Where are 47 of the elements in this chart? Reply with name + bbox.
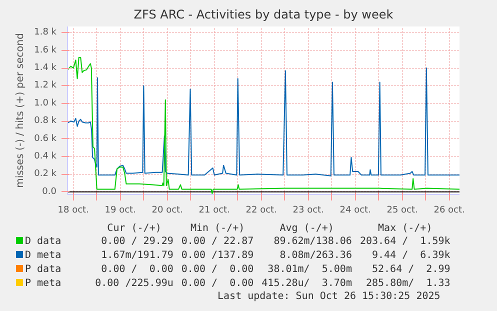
y-tick-label: 0.8 k <box>34 116 58 126</box>
text: 415.28u/ 3.70m <box>260 277 353 291</box>
text: 1.67m/191.79 <box>100 249 174 263</box>
x-tick-label: 24 oct. <box>340 206 371 216</box>
text: 203.64 / 1.59k <box>358 235 452 249</box>
legend-label: D data <box>24 235 62 249</box>
text: Max (-/+) <box>377 223 434 235</box>
y-tick-label: 0.6 k <box>34 134 58 144</box>
text: 38.01m/ 5.00m <box>266 263 353 277</box>
text: Avg (-/+) <box>278 223 335 235</box>
chart-title: ZFS ARC - Activities by data type - by week <box>134 8 394 22</box>
y-tick-label: 0.2 k <box>34 169 58 180</box>
x-tick-label: 19 oct. <box>104 206 136 216</box>
x-tick-label: 20 oct. <box>152 206 183 216</box>
y-tick-label: 0.4 k <box>34 151 58 162</box>
x-tick-label: 25 oct. <box>386 206 418 216</box>
x-tick-label: 26 oct. <box>434 206 465 216</box>
text: 52.64 / 2.99 <box>371 263 452 277</box>
text: 0.00 / 22.87 <box>180 235 255 249</box>
y-tick-label: 1.8 k <box>34 28 58 38</box>
text: Last update: Sun Oct 26 15:30:25 2025 <box>216 291 442 303</box>
text: 0.00 / 29.29 <box>100 235 174 249</box>
text: 9.44 / 6.39k <box>371 249 452 263</box>
y-tick-label: 1.2 k <box>34 80 58 91</box>
text: 89.62m/138.06 <box>272 235 353 249</box>
text: Min (-/+) <box>189 223 246 235</box>
legend-label: P meta <box>24 277 62 291</box>
text: Cur (-/+) <box>106 223 162 235</box>
text: 0.00 /137.89 <box>180 249 255 263</box>
y-tick-label: 1.4 k <box>34 63 58 74</box>
y-tick-label: 1.6 k <box>34 45 58 56</box>
y-axis-title: misses (-) / hits (+) per second <box>15 33 26 188</box>
text: 8.08m/263.36 <box>278 249 353 263</box>
text: 0.00 / 0.00 <box>180 263 255 277</box>
y-tick-label: 1.0 k <box>34 98 58 108</box>
text: 0.00 / 0.00 <box>180 277 255 291</box>
x-tick-label: 23 oct. <box>292 206 324 216</box>
text: 0.00 /225.99u <box>94 277 174 291</box>
x-tick-label: 22 oct. <box>246 206 277 216</box>
x-tick-label: 21 oct. <box>198 206 230 216</box>
x-tick-label: 18 oct. <box>58 206 89 216</box>
y-tick-label: 0.0 <box>42 186 57 197</box>
legend-label: P data <box>24 263 62 277</box>
text: 0.00 / 0.00 <box>100 263 174 277</box>
line-series <box>68 68 460 176</box>
legend-label: D meta <box>24 249 62 263</box>
text: 285.80m/ 1.33 <box>364 277 452 291</box>
